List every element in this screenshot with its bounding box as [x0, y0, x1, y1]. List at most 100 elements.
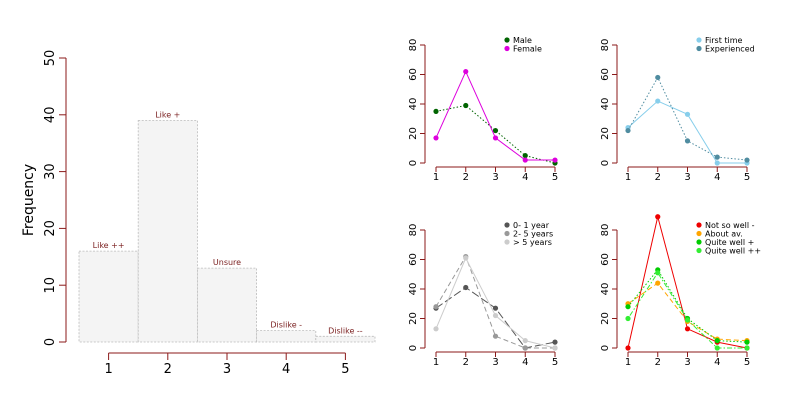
y-tick-label: 0: [600, 345, 611, 351]
y-tick-label: 30: [43, 163, 58, 180]
legend-marker: [696, 45, 702, 52]
y-axis-label: Frequency: [21, 164, 37, 236]
legend-label: First time: [705, 36, 743, 45]
bar-label: Unsure: [213, 258, 241, 267]
legend-marker: [504, 37, 510, 43]
bar-label: Dislike --: [328, 326, 363, 335]
data-point: [655, 280, 661, 286]
series-line: [627, 268, 748, 343]
data-point: [625, 127, 631, 134]
data-point: [522, 345, 528, 351]
legend-marker: [504, 239, 510, 245]
series-line: [627, 100, 747, 164]
data-point: [714, 345, 720, 351]
x-tick-label: 1: [104, 362, 112, 377]
bar: [78, 250, 139, 343]
y-tick-label: 20: [43, 220, 58, 237]
bar-label: Like +: [155, 110, 180, 119]
data-point: [625, 315, 631, 322]
y-tick-label: 60: [408, 253, 419, 266]
x-tick-label: 1: [433, 357, 439, 368]
series-line: [435, 70, 555, 161]
data-point: [492, 305, 499, 311]
series-line: [627, 76, 748, 161]
data-point: [684, 326, 691, 332]
x-tick-label: 2: [164, 362, 172, 377]
y-tick-label: 40: [600, 98, 611, 111]
legend-label: Male: [513, 36, 532, 45]
data-point: [552, 345, 558, 351]
data-point: [684, 111, 691, 117]
legend-label: Female: [513, 45, 542, 54]
series-line: [435, 255, 555, 349]
y-tick-label: 20: [600, 127, 611, 140]
bar: [196, 267, 257, 343]
data-point: [744, 157, 750, 163]
data-point: [714, 160, 720, 166]
data-point: [522, 338, 528, 344]
bar: [137, 120, 198, 343]
y-tick-label: 80: [408, 39, 419, 52]
legend-label: Not so well -: [705, 221, 755, 230]
legend-label: 0- 1 year: [513, 221, 550, 230]
x-tick-label: 2: [655, 357, 661, 368]
x-tick-label: 1: [433, 172, 439, 183]
y-tick-label: 40: [600, 283, 611, 296]
y-tick-label: 0: [600, 160, 611, 166]
y-tick-label: 40: [408, 283, 419, 296]
y-tick-label: 20: [408, 127, 419, 140]
data-point: [492, 135, 499, 141]
x-tick-label: 3: [492, 357, 498, 368]
data-point: [492, 333, 499, 339]
x-tick-label: 4: [714, 357, 720, 368]
data-point: [433, 135, 439, 141]
data-point: [552, 157, 558, 163]
x-tick-label: 4: [522, 172, 528, 183]
y-tick-label: 10: [43, 277, 58, 294]
legend-label: Quite well +: [705, 238, 754, 247]
bar-chart: Like ++ Like + Unsure Dislike - Dislike -- 0 1…: [21, 50, 376, 377]
x-tick-label: 2: [463, 357, 469, 368]
x-tick-label: 1: [625, 172, 631, 183]
x-tick-label: 4: [522, 357, 528, 368]
data-point: [744, 345, 750, 351]
y-tick-label: 40: [43, 107, 58, 124]
legend-label: Experienced: [705, 45, 755, 54]
x-tick-label: 3: [492, 172, 498, 183]
legend-label: About av.: [705, 230, 743, 239]
bar: [315, 335, 376, 343]
legend-label: 2- 5 years: [513, 230, 553, 239]
data-point: [625, 304, 631, 310]
legend-label: > 5 years: [513, 238, 552, 247]
y-tick-label: 80: [600, 224, 611, 237]
legend-label: Quite well ++: [705, 247, 761, 256]
y-tick-label: 0: [408, 345, 419, 351]
y-tick-label: 0: [408, 160, 419, 166]
data-point: [655, 214, 661, 220]
data-point: [522, 157, 528, 163]
x-tick-label: 5: [552, 172, 558, 183]
legend-marker: [696, 37, 702, 43]
bar: [256, 330, 317, 343]
y-tick-label: 60: [600, 253, 611, 266]
data-point: [433, 304, 439, 310]
y-tick-label: 60: [408, 68, 419, 81]
data-point: [744, 339, 750, 345]
x-tick-label: 4: [714, 172, 720, 183]
data-point: [492, 312, 499, 319]
data-point: [655, 270, 661, 276]
data-point: [463, 102, 469, 109]
legend-marker: [696, 230, 702, 237]
x-tick-label: 2: [655, 172, 661, 183]
legend-marker: [504, 45, 510, 52]
data-point: [655, 98, 661, 104]
y-tick-label: 60: [600, 68, 611, 81]
legend-marker: [696, 239, 702, 245]
data-point: [433, 326, 439, 332]
data-point: [492, 127, 499, 134]
x-tick-label: 5: [341, 362, 349, 377]
